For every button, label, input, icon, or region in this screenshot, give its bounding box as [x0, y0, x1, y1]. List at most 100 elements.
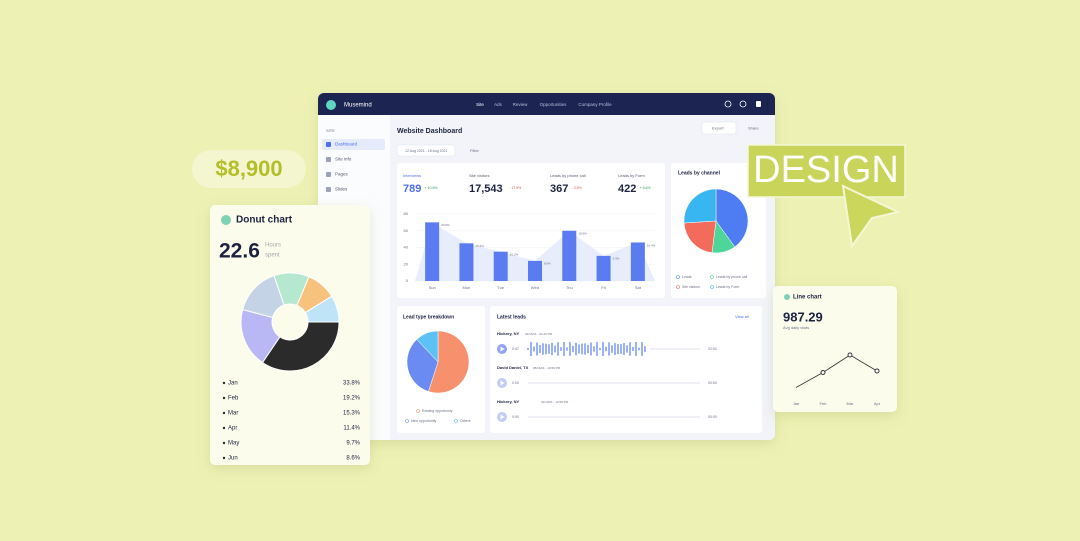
stat-change: - 17.5%: [509, 186, 521, 190]
line-point: [847, 352, 853, 358]
donut-card: [210, 205, 370, 465]
nav-item[interactable]: Opportunities: [540, 102, 568, 107]
y-tick-label: 0: [406, 278, 409, 283]
legend-dot: [676, 275, 680, 279]
lead-name: Hickory, NY: [497, 399, 519, 404]
logo: [326, 100, 336, 110]
play-icon: [500, 346, 505, 352]
donut-title: Donut chart: [236, 215, 293, 226]
list-dot: [222, 441, 226, 445]
legend-dot: [405, 419, 409, 423]
stat-change: + 10.5%: [425, 186, 438, 190]
x-tick-label: Feb: [820, 401, 828, 406]
sidebar-active: [322, 139, 385, 150]
line-subtitle: Avg daily visits: [783, 325, 809, 330]
bar: [425, 222, 440, 281]
bar: [459, 243, 474, 281]
bar-label: 16.4%: [647, 243, 656, 247]
slice-label: Jan: [228, 381, 238, 387]
view-all[interactable]: View all: [735, 314, 749, 319]
search-icon[interactable]: [724, 100, 732, 108]
line-icon: [784, 294, 790, 300]
filter[interactable]: Filter: [470, 148, 480, 153]
stat-label: Site visitors: [469, 173, 489, 178]
date-picker[interactable]: [396, 144, 456, 157]
sidebar-icon: [326, 187, 331, 192]
dashboard-title: Website Dashboard: [397, 128, 462, 135]
play-icon: [500, 414, 505, 420]
lead-end: 00:00: [708, 415, 717, 419]
lead-name: Hickory, NY: [497, 331, 519, 336]
donut-value: 22.6: [219, 240, 260, 263]
sidebar-item[interactable]: Pages: [335, 172, 349, 177]
pie-slice: [304, 295, 340, 323]
play-icon: [500, 380, 505, 386]
legend-label: Leads by phone call: [716, 275, 747, 279]
bell-icon[interactable]: [756, 101, 761, 107]
legend-dot: [676, 285, 680, 289]
line-point: [820, 370, 826, 375]
bar: [562, 230, 577, 281]
waveform: [527, 342, 646, 356]
bar-label: 15.6%: [475, 244, 484, 248]
slice-label: Jun: [228, 456, 238, 462]
bar-label: 10.2%: [510, 252, 519, 256]
date-range: 12 Aug 2021 - 18 Aug 2021: [405, 149, 447, 153]
x-tick-label: Mon: [463, 285, 471, 290]
x-tick-label: Wed: [531, 285, 539, 290]
export-button[interactable]: [701, 121, 737, 135]
donut-icon: [221, 215, 231, 225]
y-tick-label: 80: [404, 211, 409, 216]
donut-unit: spent: [265, 253, 280, 259]
slice-value: 19.2%: [343, 396, 361, 402]
pie-slice: [683, 220, 717, 254]
sidebar-item[interactable]: Site info: [335, 157, 352, 162]
bar: [493, 251, 508, 281]
lead-start: 0:00: [512, 381, 519, 385]
help-icon[interactable]: [739, 100, 747, 108]
legend-dot: [416, 409, 420, 413]
y-tick-label: 40: [404, 245, 409, 250]
latest-leads-card: [490, 306, 762, 433]
stat-label: Interviews: [403, 173, 421, 178]
pie-slice: [715, 188, 749, 248]
nav-item[interactable]: Review: [513, 102, 529, 107]
price: $8,900: [215, 156, 282, 181]
stat-value: 367: [550, 183, 568, 195]
share[interactable]: Share: [748, 126, 759, 131]
lead-time: 01/16/21 - 01:22 PM: [525, 332, 553, 336]
nav-item[interactable]: Company Profile: [578, 102, 612, 107]
channel-title: Leads by channel: [678, 170, 721, 176]
stat-change: + 5.6%: [640, 186, 651, 190]
export: Export: [712, 126, 724, 131]
sidebar-item[interactable]: Slides: [335, 187, 348, 192]
lead-name: David Daniel, TX: [497, 365, 529, 370]
stat-value: 789: [403, 183, 421, 195]
slice-value: 9.7%: [346, 441, 360, 447]
legend-dot: [454, 419, 458, 423]
line-card: [773, 286, 897, 412]
list-dot: [222, 426, 226, 430]
x-tick-label: Thu: [566, 285, 573, 290]
cursor: [841, 184, 902, 249]
pie-slice: [428, 330, 470, 394]
slice-value: 8.6%: [346, 456, 360, 462]
x-tick-label: Sat: [635, 285, 642, 290]
slice-value: 15.3%: [343, 411, 361, 417]
y-tick-label: 20: [404, 261, 409, 266]
design-text: DESIGN: [753, 149, 899, 191]
line: [795, 354, 878, 388]
nav-item[interactable]: Site: [476, 102, 484, 107]
bar: [596, 255, 611, 281]
legend-label: Others: [460, 419, 471, 423]
nav-item[interactable]: Ads: [494, 102, 503, 107]
slice-label: Apr: [228, 426, 237, 432]
pie-slice: [683, 188, 717, 224]
line-value: 987.29: [783, 309, 823, 324]
x-tick-label: Fri: [601, 285, 606, 290]
slice-value: 33.8%: [343, 381, 361, 387]
sidebar-item[interactable]: Dashboard: [335, 142, 358, 147]
lead-end: 02:00: [708, 347, 717, 351]
app-name: Musemind: [344, 103, 372, 109]
